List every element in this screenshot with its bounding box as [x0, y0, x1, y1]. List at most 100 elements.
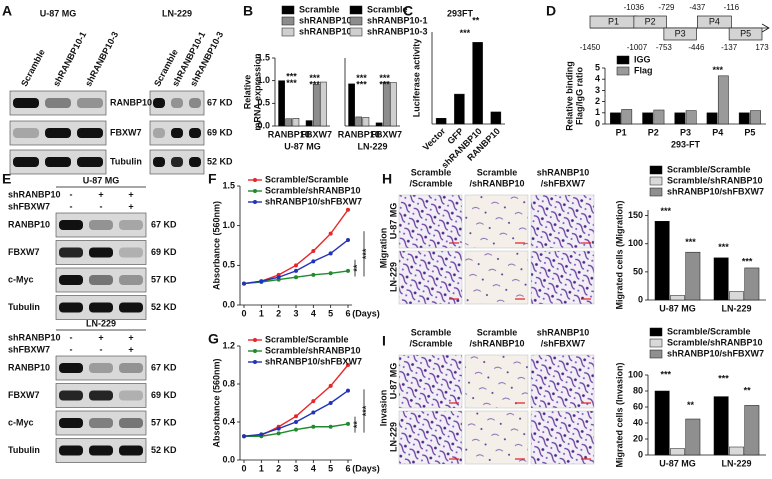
legend-swatch: [253, 200, 257, 204]
bar: [610, 112, 621, 125]
data-point: [294, 275, 298, 280]
legend-swatch: [649, 176, 663, 186]
band: [89, 220, 113, 230]
y-axis-label: Flag/IgG ratio: [574, 67, 584, 126]
band: [153, 128, 165, 138]
band: [77, 128, 103, 138]
row-label: U-87 MG: [388, 363, 398, 400]
condition-sign: +: [128, 344, 133, 354]
y-tick-label: 1.2: [222, 340, 235, 350]
panel-letter: D: [546, 3, 556, 19]
band: [153, 98, 165, 108]
y-tick-label: 1.0: [222, 220, 235, 230]
data-point: [294, 427, 298, 432]
x-tick-label: FBXW7: [371, 129, 403, 139]
bar: [729, 291, 744, 301]
significance: ***: [660, 206, 671, 216]
bar: [375, 122, 383, 127]
x-axis-unit: (Days): [352, 308, 380, 318]
data-point: [242, 281, 246, 286]
position-label: -729: [658, 3, 675, 12]
data-point: [328, 424, 333, 429]
data-point: [311, 399, 316, 404]
band: [119, 220, 143, 230]
fragment-label: P5: [740, 28, 751, 38]
bar: [706, 112, 718, 125]
chart-title: 293FT: [447, 8, 474, 18]
legend-swatch: [649, 338, 663, 348]
significance: ***: [356, 73, 367, 83]
legend-swatch: [253, 349, 257, 353]
x-tick-label: RANBP10: [268, 129, 310, 139]
data-point: [346, 421, 350, 426]
promoter-fragment: [663, 27, 697, 41]
y-tick-label: 0.0: [257, 120, 270, 130]
position-label: -437: [689, 3, 706, 12]
lane-label: shRANBP10-1: [51, 30, 88, 88]
panel-letter: I: [382, 333, 386, 349]
legend-label: shRANBP10-1: [367, 15, 428, 25]
band: [77, 157, 103, 167]
micrograph: [398, 410, 463, 465]
band: [89, 363, 113, 373]
y-tick-label: 0.0: [222, 299, 235, 309]
data-point: [294, 414, 298, 419]
promoter-fragment: [633, 15, 667, 29]
band: [59, 247, 83, 258]
legend-label: Scramble: [367, 4, 408, 14]
legend-swatch: [281, 16, 295, 26]
data-point: [259, 279, 264, 284]
bar: [292, 118, 300, 127]
size-label: 52 KD: [151, 302, 177, 312]
promoter-fragment: [728, 27, 763, 41]
size-label: 67 KD: [151, 362, 177, 372]
x-tick-label: 5: [328, 463, 333, 473]
legend-swatch: [649, 327, 663, 337]
significance: ***: [361, 405, 371, 416]
cell-line: U-87 MG: [83, 175, 120, 185]
band: [189, 98, 201, 108]
promoter-fragment: [697, 15, 732, 29]
micrograph: [398, 250, 463, 305]
y-axis-label: Migrated cells (Migration): [614, 200, 624, 309]
x-tick-label: 1: [259, 463, 264, 473]
bar: [362, 117, 370, 127]
significance: ***: [712, 65, 723, 75]
protein-label: RANBP10: [8, 362, 50, 372]
data-point: [294, 263, 298, 268]
legend-swatch: [649, 349, 663, 359]
significance: ***: [356, 80, 367, 90]
legend-label: shRANBP10-3: [367, 26, 428, 36]
y-tick-label: 0: [595, 118, 600, 128]
condition-sign: -: [70, 189, 73, 199]
legend-label: shRANBP10/shFBXW7: [667, 348, 764, 358]
bar: [653, 109, 665, 125]
legend-swatch: [253, 338, 257, 342]
panel-letter: F: [208, 171, 217, 187]
promoter-arrow: [761, 23, 770, 33]
x-axis-label: 293-FT: [671, 139, 701, 149]
bar: [685, 418, 701, 456]
band: [45, 128, 71, 138]
protein-label: RANBP10: [8, 219, 50, 229]
row-label: U-87 MG: [388, 203, 398, 240]
significance: ***: [309, 80, 320, 90]
data-point: [276, 431, 281, 436]
band: [119, 363, 143, 373]
significance: **: [744, 385, 752, 395]
bar: [713, 257, 729, 301]
data-point: [346, 363, 350, 367]
data-point: [294, 268, 298, 273]
y-tick-label: 0.0: [222, 454, 235, 464]
legend-swatch: [281, 27, 295, 37]
significance: ***: [685, 237, 696, 247]
size-label: 52 KD: [207, 156, 233, 166]
data-point: [328, 401, 333, 405]
band: [119, 445, 143, 456]
legend-swatch: [616, 55, 630, 65]
protein-label: FBXW7: [8, 390, 40, 400]
condition-sign: +: [98, 189, 103, 199]
y-tick-label: 1.5: [257, 52, 270, 62]
legend-swatch: [616, 66, 630, 76]
column-label: shRANBP10: [537, 167, 590, 177]
